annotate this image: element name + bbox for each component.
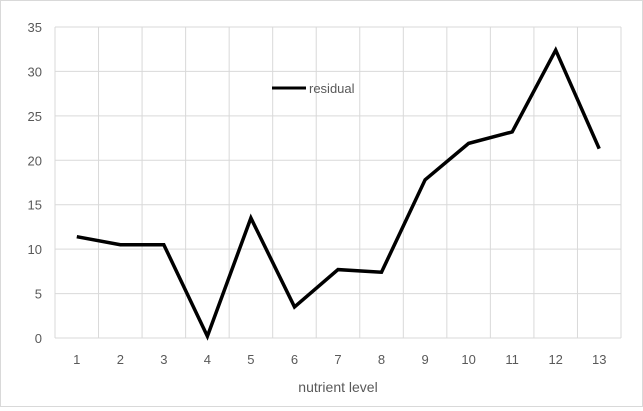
gridlines xyxy=(55,27,621,338)
x-tick-label: 4 xyxy=(204,352,211,367)
x-tick-label: 5 xyxy=(247,352,254,367)
y-tick-label: 0 xyxy=(35,331,42,346)
x-tick-label: 11 xyxy=(505,352,519,367)
x-tick-label: 3 xyxy=(160,352,167,367)
legend-label-residual: residual xyxy=(309,81,355,96)
x-tick-label: 13 xyxy=(592,352,606,367)
x-tick-label: 12 xyxy=(548,352,562,367)
x-tick-label: 10 xyxy=(461,352,475,367)
y-tick-label: 10 xyxy=(28,242,42,257)
y-tick-label: 5 xyxy=(35,287,42,302)
x-tick-label: 1 xyxy=(73,352,80,367)
x-tick-label: 9 xyxy=(421,352,428,367)
x-axis-title: nutrient level xyxy=(298,379,377,395)
y-tick-label: 15 xyxy=(28,198,42,213)
y-tick-label: 30 xyxy=(28,64,42,79)
legend: residual xyxy=(272,81,355,96)
y-tick-label: 35 xyxy=(28,20,42,35)
y-axis-tick-labels: 0 5 10 15 20 25 30 35 xyxy=(28,20,42,346)
y-tick-label: 20 xyxy=(28,153,42,168)
x-tick-label: 8 xyxy=(378,352,385,367)
x-tick-label: 2 xyxy=(117,352,124,367)
y-tick-label: 25 xyxy=(28,109,42,124)
x-tick-label: 7 xyxy=(334,352,341,367)
x-tick-label: 6 xyxy=(291,352,298,367)
